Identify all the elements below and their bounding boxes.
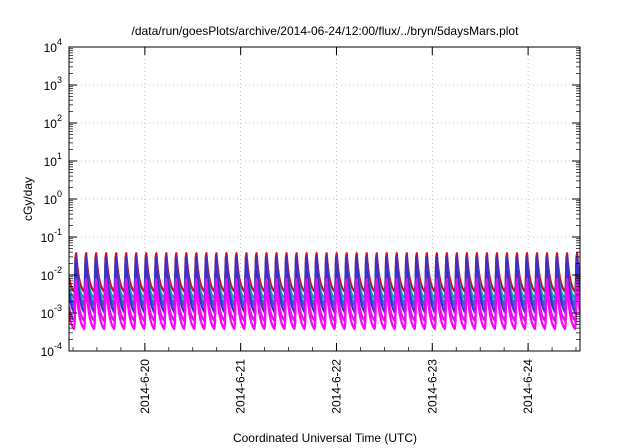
y-tick-label: 103 bbox=[44, 75, 62, 93]
series-line bbox=[69, 283, 580, 331]
x-tick-label: 2014-6-22 bbox=[329, 359, 343, 414]
y-tick-label: 101 bbox=[44, 151, 62, 169]
x-tick-label: 2014-6-21 bbox=[234, 359, 248, 414]
x-axis-label: Coordinated Universal Time (UTC) bbox=[233, 431, 417, 445]
y-tick-label: 104 bbox=[44, 37, 62, 55]
y-tick-label: 10-1 bbox=[41, 227, 62, 245]
x-axis-ticks: 2014-6-20 2014-6-21 2014-6-22 2014-6-23 2014… bbox=[72, 47, 577, 414]
data-series bbox=[69, 252, 580, 331]
x-tick-label: 2014-6-23 bbox=[425, 359, 439, 414]
y-tick-label: 102 bbox=[44, 113, 62, 131]
y-tick-label: 10-4 bbox=[41, 341, 62, 359]
chart-title: /data/run/goesPlots/archive/2014-06-24/1… bbox=[132, 24, 520, 38]
x-tick-label: 2014-6-24 bbox=[521, 359, 535, 414]
y-axis-label: cGy/day bbox=[21, 177, 35, 221]
y-tick-label: 100 bbox=[44, 189, 62, 207]
x-tick-label: 2014-6-20 bbox=[138, 359, 152, 414]
y-tick-label: 10-3 bbox=[41, 303, 62, 321]
y-tick-label: 10-2 bbox=[41, 265, 62, 283]
gridlines bbox=[69, 47, 580, 351]
